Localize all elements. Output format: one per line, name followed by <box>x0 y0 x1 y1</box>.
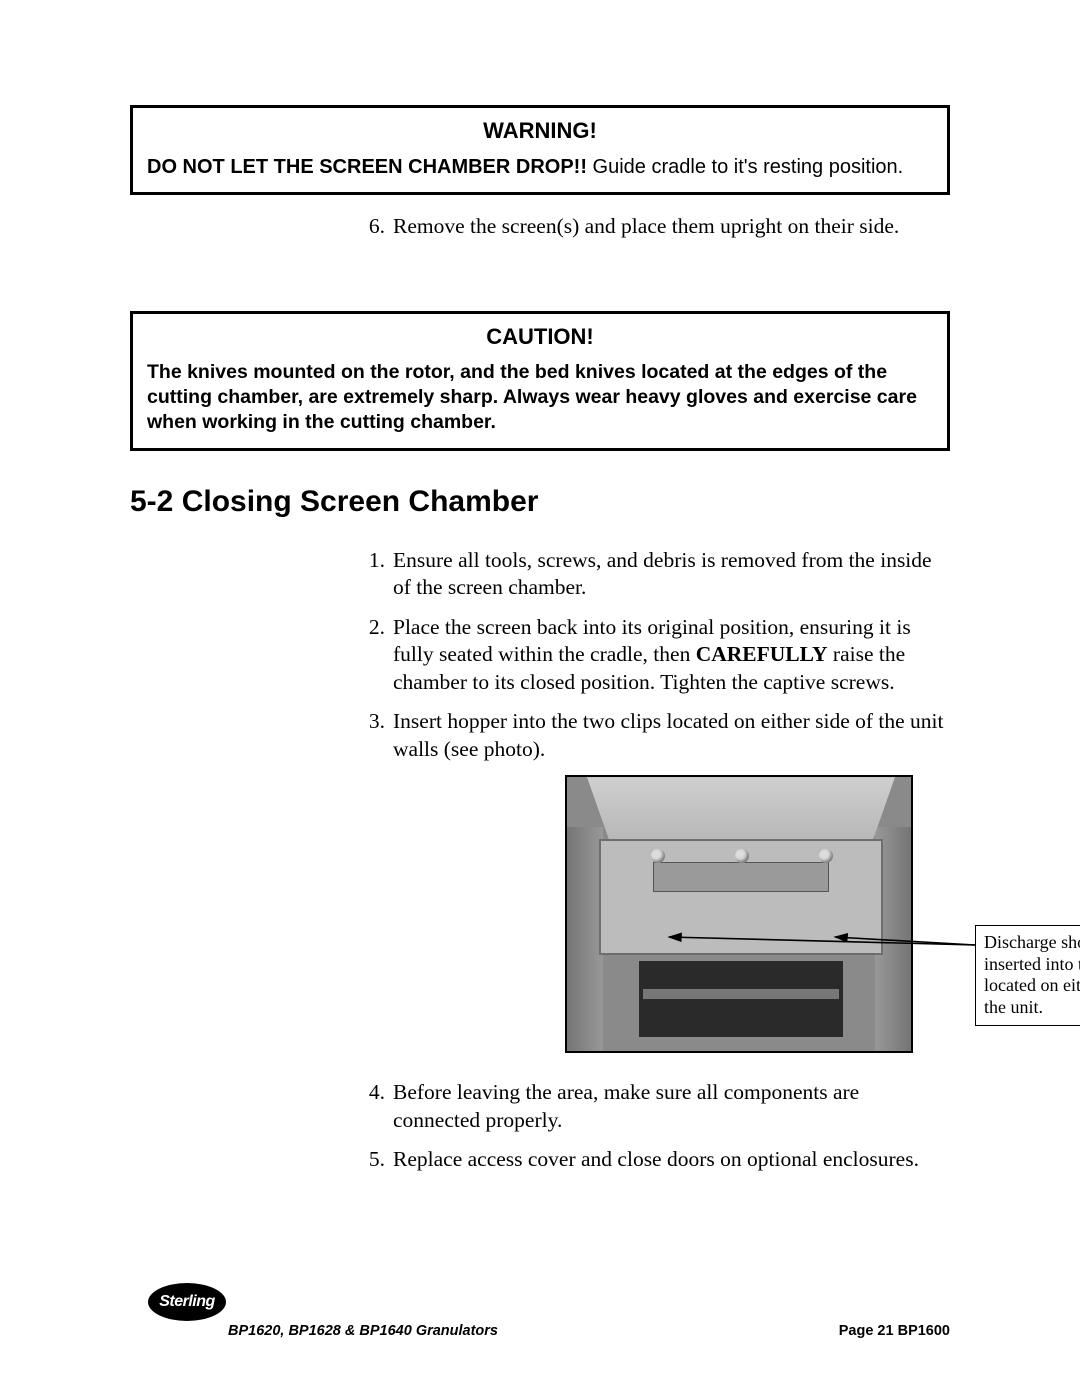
warning-rest: Guide cradle to it's resting position. <box>587 156 903 178</box>
callout-box: Discharge should be inserted into these … <box>975 925 1080 1025</box>
step-text: Ensure all tools, screws, and debris is … <box>393 547 950 602</box>
hopper-photo <box>565 775 913 1053</box>
section-heading: 5-2 Closing Screen Chamber <box>130 485 950 519</box>
closing-steps: 1. Ensure all tools, screws, and debris … <box>365 547 950 1174</box>
footer-right: Page 21 BP1600 <box>839 1323 950 1339</box>
step-item: 1. Ensure all tools, screws, and debris … <box>365 547 950 602</box>
caution-box: CAUTION! The knives mounted on the rotor… <box>130 311 950 451</box>
step-item: 3. Insert hopper into the two clips loca… <box>365 708 950 763</box>
step-num: 2. <box>365 614 393 697</box>
pre-step-text: Remove the screen(s) and place them upri… <box>393 213 950 241</box>
step2-bold: CAREFULLY <box>696 642 828 666</box>
pre-step-num: 6. <box>365 213 393 241</box>
step-text: Replace access cover and close doors on … <box>393 1146 950 1174</box>
logo-text: Sterling <box>159 1293 215 1311</box>
step-text: Insert hopper into the two clips located… <box>393 708 950 763</box>
figure: Discharge should be inserted into these … <box>565 775 950 1065</box>
caution-body: The knives mounted on the rotor, and the… <box>147 360 933 436</box>
step-num: 1. <box>365 547 393 602</box>
step-item: 5. Replace access cover and close doors … <box>365 1146 950 1174</box>
sterling-logo: Sterling <box>148 1283 226 1321</box>
warning-title: WARNING! <box>147 118 933 144</box>
footer-left: BP1620, BP1628 & BP1640 Granulators <box>228 1323 498 1339</box>
step-num: 5. <box>365 1146 393 1174</box>
page-footer: Sterling BP1620, BP1628 & BP1640 Granula… <box>130 1289 950 1339</box>
warning-box: WARNING! DO NOT LET THE SCREEN CHAMBER D… <box>130 105 950 195</box>
step-num: 4. <box>365 1079 393 1134</box>
step-text: Place the screen back into its original … <box>393 614 950 697</box>
step-num: 3. <box>365 708 393 763</box>
pre-step-item: 6. Remove the screen(s) and place them u… <box>365 213 950 241</box>
warning-lead: DO NOT LET THE SCREEN CHAMBER DROP!! <box>147 156 587 178</box>
step-item: 4. Before leaving the area, make sure al… <box>365 1079 950 1134</box>
step-text: Before leaving the area, make sure all c… <box>393 1079 950 1134</box>
warning-body: DO NOT LET THE SCREEN CHAMBER DROP!! Gui… <box>147 154 933 180</box>
caution-title: CAUTION! <box>147 324 933 350</box>
pre-step-list: 6. Remove the screen(s) and place them u… <box>365 213 950 241</box>
step-item: 2. Place the screen back into its origin… <box>365 614 950 697</box>
